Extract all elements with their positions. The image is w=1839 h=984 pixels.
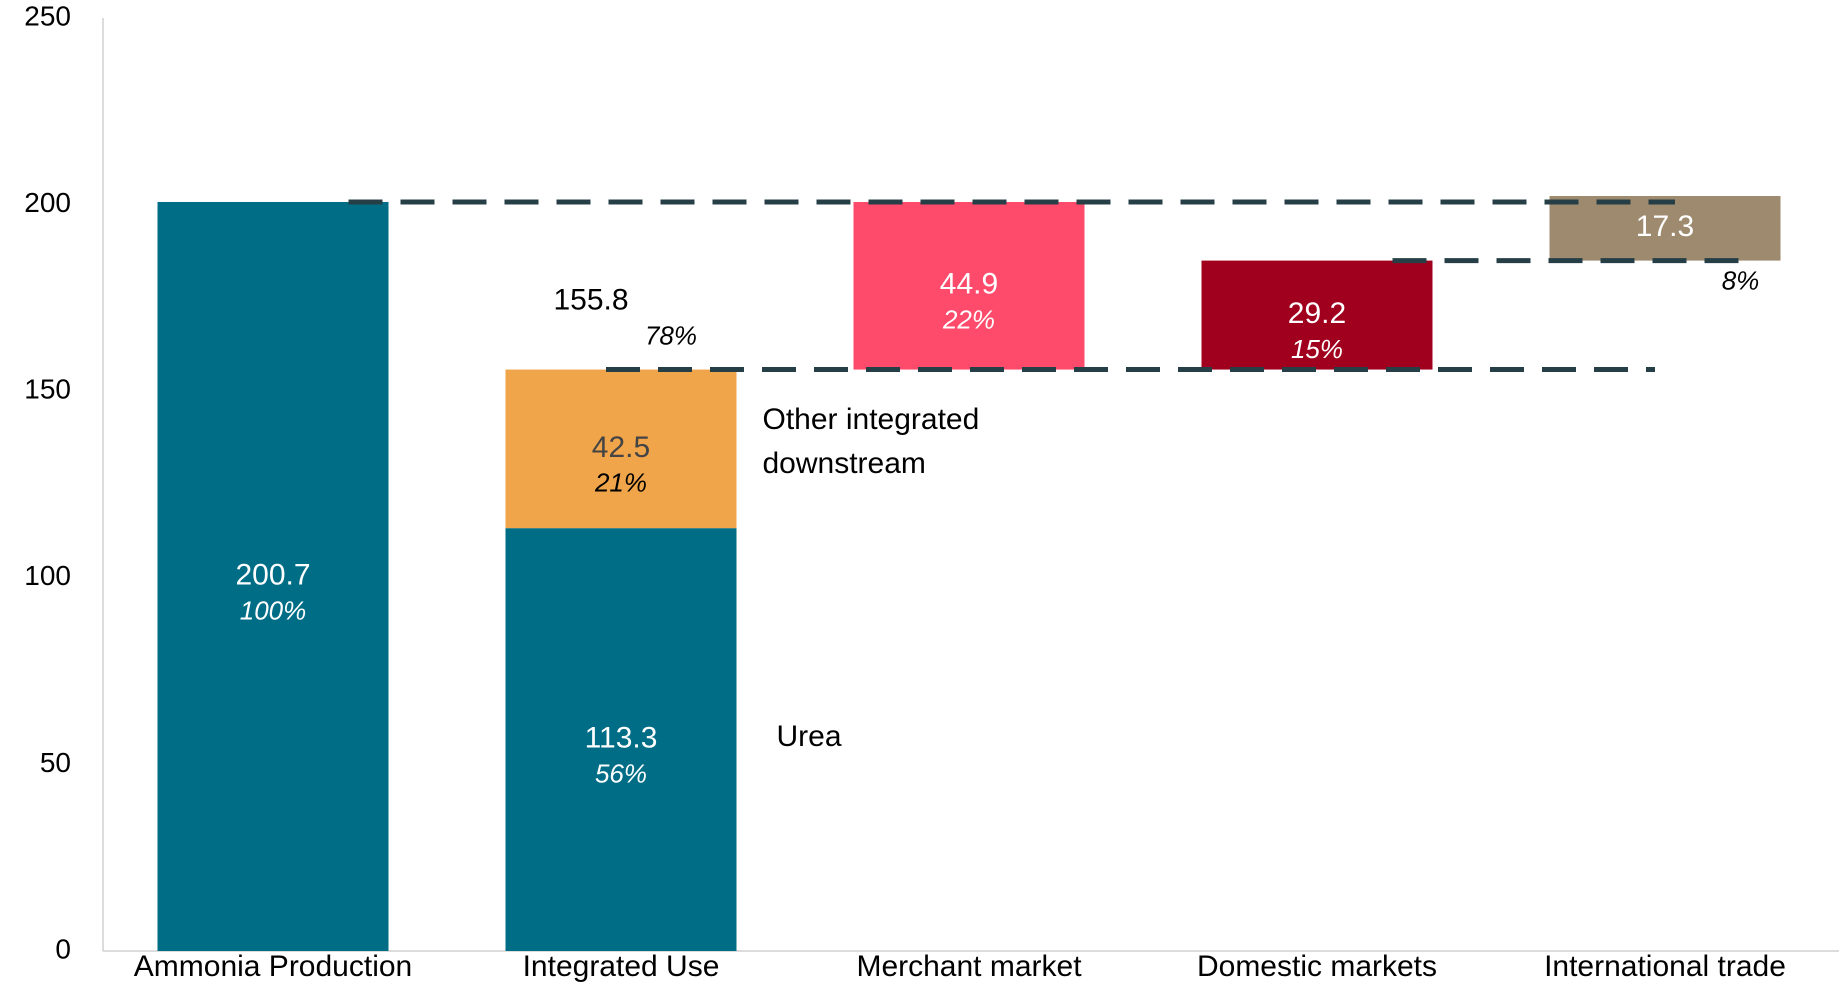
value-label: 17.3 — [1636, 210, 1694, 243]
y-tick-label: 150 — [24, 374, 71, 405]
value-label: 113.3 — [585, 722, 658, 755]
y-tick-label: 100 — [24, 560, 71, 591]
x-tick-label: International trade — [1544, 950, 1786, 983]
value-label: 42.5 — [592, 431, 650, 464]
share-label: 22% — [942, 305, 995, 335]
bar — [853, 201, 1085, 370]
value-label: 29.2 — [1288, 297, 1346, 330]
share-label: 15% — [1291, 334, 1343, 364]
y-tick-label: 250 — [24, 0, 71, 31]
total-label: 155.8 — [553, 283, 628, 316]
x-tick-label: Domestic markets — [1197, 950, 1437, 983]
value-label: 44.9 — [940, 268, 998, 301]
x-tick-label: Ammonia Production — [134, 950, 412, 983]
bar — [1201, 260, 1433, 370]
y-tick-label: 200 — [24, 187, 71, 218]
bar — [505, 369, 737, 529]
bar — [1549, 196, 1781, 261]
share-label: 21% — [594, 468, 647, 498]
share-label: 100% — [240, 595, 307, 625]
share-label: 56% — [595, 758, 647, 788]
value-label: 200.7 — [235, 558, 310, 591]
segment-name: Other integrated downstream — [762, 402, 980, 480]
y-tick-label: 0 — [55, 933, 71, 964]
bar — [505, 528, 737, 951]
bar — [157, 201, 389, 951]
total-share: 78% — [645, 320, 697, 350]
x-tick-label: Merchant market — [856, 950, 1082, 983]
segment-name: Urea — [776, 719, 842, 753]
share-label: 8% — [1722, 265, 1760, 295]
y-tick-label: 50 — [40, 747, 71, 778]
x-tick-label: Integrated Use — [523, 950, 720, 983]
